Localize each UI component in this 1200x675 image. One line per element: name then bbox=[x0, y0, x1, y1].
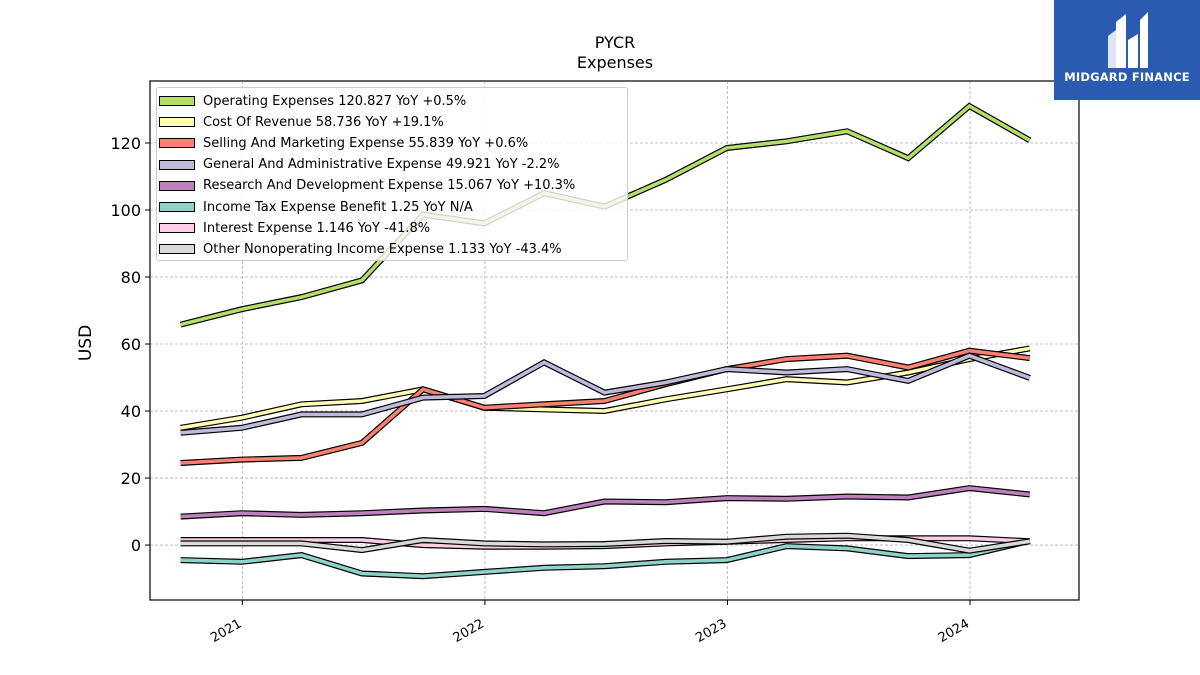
chart-subtitle: Expenses bbox=[577, 53, 653, 72]
legend-item: Operating Expenses 120.827 YoY +0.5% bbox=[159, 91, 466, 111]
series-other-nonoperating-income-expense bbox=[180, 532, 1031, 554]
series-line bbox=[180, 539, 1031, 579]
chart-title: PYCR bbox=[595, 33, 635, 52]
series-lines bbox=[179, 102, 1032, 580]
series-research-and-development-expense bbox=[180, 485, 1031, 520]
y-tick-label: 20 bbox=[121, 469, 141, 488]
x-tick-label: 2021 bbox=[208, 616, 244, 646]
y-axis-label: USD bbox=[76, 325, 96, 361]
legend-swatch bbox=[159, 96, 195, 106]
y-tick-label: 100 bbox=[110, 201, 141, 220]
chart-legend: Operating Expenses 120.827 YoY +0.5% Cost… bbox=[156, 87, 628, 261]
brand-name: MIDGARD FINANCE bbox=[1064, 70, 1190, 84]
x-tick-label: 2024 bbox=[936, 616, 972, 646]
legend-item: General And Administrative Expense 49.92… bbox=[159, 155, 560, 175]
y-tick-label: 120 bbox=[110, 134, 141, 153]
midgard-logo-icon bbox=[1108, 12, 1148, 68]
series-line bbox=[180, 353, 1031, 435]
legend-swatch bbox=[159, 202, 195, 212]
series-selling-and-marketing-expense bbox=[180, 347, 1031, 466]
legend-swatch bbox=[159, 244, 195, 255]
y-tick-label: 40 bbox=[121, 402, 141, 421]
legend-swatch bbox=[159, 159, 195, 170]
legend-swatch bbox=[159, 180, 195, 191]
legend-label: General And Administrative Expense 49.92… bbox=[203, 157, 560, 173]
x-axis: 2021 2022 2023 2024 bbox=[208, 600, 972, 646]
series-line bbox=[180, 486, 1030, 519]
legend-label: Other Nonoperating Income Expense 1.133 … bbox=[203, 241, 562, 257]
legend-swatch bbox=[159, 223, 195, 234]
y-tick-label: 60 bbox=[121, 335, 141, 354]
legend-label: Selling And Marketing Expense 55.839 YoY… bbox=[203, 135, 529, 151]
legend-label: Operating Expenses 120.827 YoY +0.5% bbox=[203, 93, 467, 109]
legend-swatch bbox=[159, 138, 195, 149]
plot-frame bbox=[149, 80, 1080, 601]
legend-item: Income Tax Expense Benefit 1.25 YoY N/A bbox=[159, 197, 473, 217]
legend-item: Cost Of Revenue 58.736 YoY +19.1% bbox=[159, 112, 444, 132]
x-tick-label: 2023 bbox=[693, 616, 729, 646]
y-axis: 0 20 40 60 80 100 120 bbox=[110, 134, 150, 555]
series-income-tax-expense-benefit bbox=[180, 537, 1031, 580]
legend-label: Income Tax Expense Benefit 1.25 YoY N/A bbox=[203, 199, 473, 215]
legend-label: Research And Development Expense 15.067 … bbox=[203, 178, 576, 194]
series-line bbox=[180, 348, 1031, 465]
x-tick-label: 2022 bbox=[451, 616, 487, 646]
y-tick-label: 80 bbox=[121, 268, 141, 287]
legend-label: Interest Expense 1.146 YoY -41.8% bbox=[203, 220, 431, 236]
series-line bbox=[180, 533, 1031, 553]
legend-item: Research And Development Expense 15.067 … bbox=[159, 176, 575, 196]
brand-logo: MIDGARD FINANCE bbox=[1054, 0, 1200, 100]
legend-swatch bbox=[159, 117, 195, 128]
legend-item: Interest Expense 1.146 YoY -41.8% bbox=[159, 218, 430, 238]
legend-item: Selling And Marketing Expense 55.839 YoY… bbox=[159, 133, 528, 153]
legend-item: Other Nonoperating Income Expense 1.133 … bbox=[159, 239, 562, 259]
series-general-and-administrative-expense bbox=[180, 352, 1031, 436]
legend-label: Cost Of Revenue 58.736 YoY +19.1% bbox=[203, 114, 444, 130]
y-tick-label: 0 bbox=[131, 536, 141, 555]
